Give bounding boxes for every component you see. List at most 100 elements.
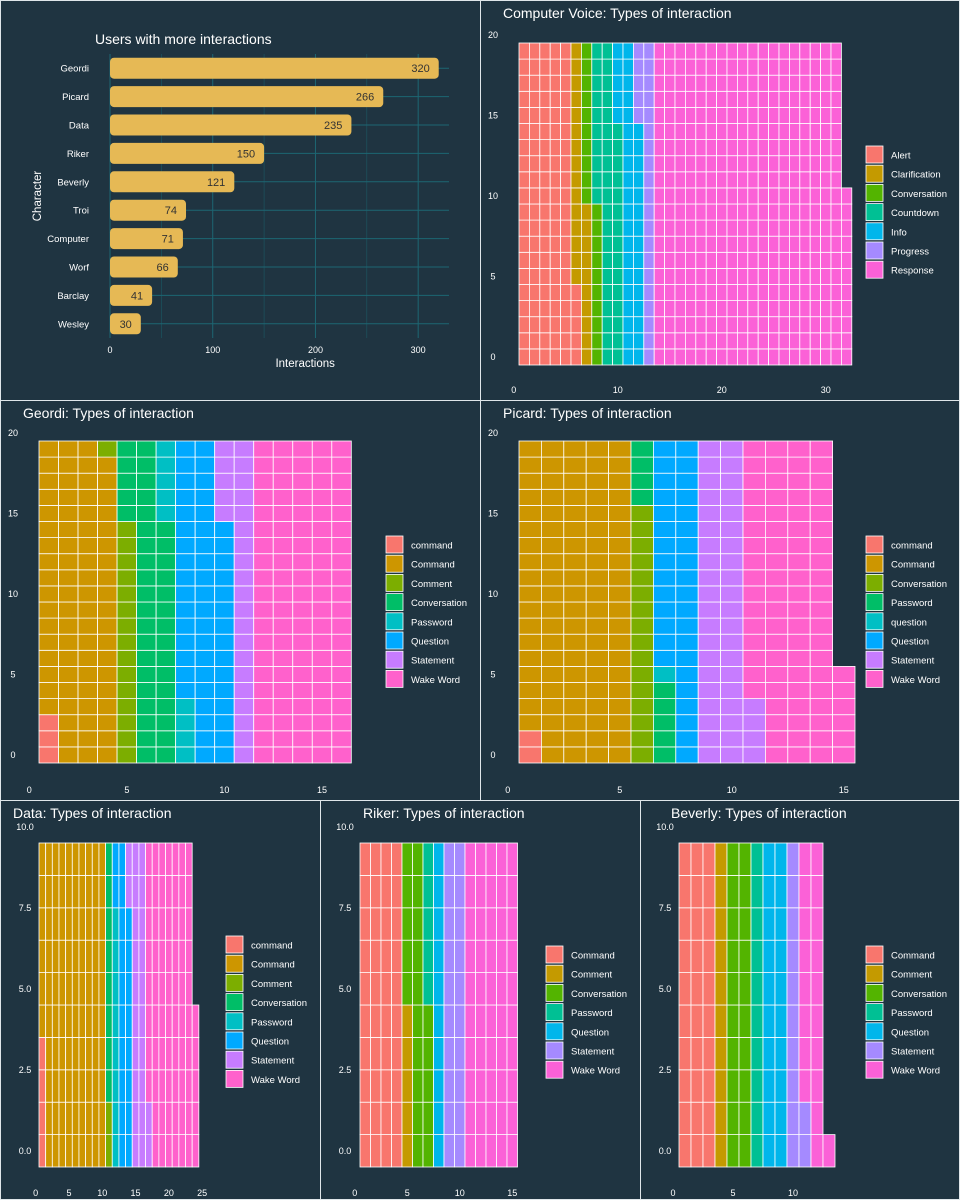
bar-label-worf: 66 bbox=[157, 262, 169, 274]
waffle-cell-response bbox=[726, 90, 738, 108]
waffle-cell-question bbox=[118, 842, 126, 876]
waffle-cell-question bbox=[652, 569, 677, 587]
waffle-cell-command bbox=[45, 1036, 53, 1071]
waffle-cell-response bbox=[799, 187, 811, 205]
waffle-cell-command bbox=[58, 1069, 67, 1103]
waffle-cell-command bbox=[51, 1069, 60, 1103]
waffle-cell-response bbox=[788, 187, 801, 205]
waffle-cell-command bbox=[71, 972, 80, 1006]
waffle-cell-info bbox=[632, 284, 645, 302]
waffle-panel-picard: Picard: Types of interaction 0 5 10 15 0 5 10 15… bbox=[480, 400, 960, 801]
waffle-cell-progress bbox=[643, 267, 655, 285]
waffle-cell-clarification bbox=[570, 187, 582, 205]
waffle-cell-wake-word bbox=[331, 682, 352, 700]
waffle-cell-response bbox=[820, 219, 832, 237]
waffle-cell-progress bbox=[643, 123, 655, 141]
waffle-cell-command bbox=[608, 730, 632, 748]
waffle-cell-wake-word bbox=[165, 1069, 173, 1103]
waffle-cell-info bbox=[632, 155, 645, 173]
waffle-cell-response bbox=[757, 107, 770, 124]
waffle-cell-wake-word bbox=[485, 1069, 497, 1103]
legend-swatch-wake-word bbox=[225, 1069, 244, 1088]
waffle-cell-response bbox=[788, 251, 801, 269]
waffle-cell-command bbox=[359, 1101, 371, 1136]
waffle-cell-statement bbox=[454, 907, 466, 941]
legend-swatch-comment bbox=[385, 573, 404, 592]
waffle-cell-alert bbox=[529, 187, 541, 205]
waffle-cell-command bbox=[58, 1004, 67, 1038]
waffle-cell-wake-word bbox=[485, 875, 497, 909]
waffle-cell-command bbox=[97, 601, 118, 619]
waffle-cell-statement bbox=[742, 714, 766, 732]
waffle-cell-password bbox=[175, 746, 196, 764]
waffle-cell-response bbox=[747, 203, 759, 221]
waffle-cell-wake-word bbox=[464, 1134, 476, 1168]
waffle-cell-wake-word bbox=[171, 842, 180, 876]
waffle-cell-response bbox=[768, 219, 780, 237]
waffle-cell-command bbox=[518, 633, 542, 651]
waffle-cell-question bbox=[194, 456, 216, 474]
legend-label-progress: Progress bbox=[891, 247, 929, 258]
bar-data bbox=[110, 114, 352, 136]
waffle-cell-alert bbox=[529, 251, 541, 269]
waffle-cell-response bbox=[840, 284, 853, 302]
legend-swatch-question bbox=[865, 631, 884, 650]
waffle-cell-conversation bbox=[412, 1134, 424, 1168]
waffle-cell-statement bbox=[233, 505, 255, 522]
y-tick-picard: Picard bbox=[62, 92, 89, 103]
waffle-cell-response bbox=[809, 284, 822, 302]
waffle-cell-statement bbox=[786, 1134, 800, 1168]
waffle-cell-command bbox=[563, 714, 587, 732]
waffle-cell-response bbox=[830, 74, 842, 92]
waffle-cell-conversation bbox=[630, 521, 654, 539]
legend-swatch-statement bbox=[385, 650, 404, 669]
waffle-cell-statement bbox=[233, 730, 255, 748]
waffle-cell-wake-word bbox=[496, 1134, 508, 1168]
waffle-cell-statement bbox=[138, 875, 146, 909]
legend-label-wake-word: Wake Word bbox=[891, 675, 940, 686]
waffle-cell-command bbox=[563, 472, 587, 490]
waffle-cell-alert bbox=[539, 107, 551, 124]
y-tick-label: 0 bbox=[10, 750, 15, 760]
waffle-cell-command bbox=[563, 649, 587, 667]
waffle-cell-command bbox=[585, 488, 609, 506]
waffle-cell-wake-word bbox=[464, 907, 476, 941]
waffle-cell-progress bbox=[632, 42, 645, 60]
waffle-cell-response bbox=[726, 203, 738, 221]
waffle-cell-question bbox=[214, 746, 235, 764]
waffle-cell-question bbox=[118, 972, 126, 1006]
waffle-cell-response bbox=[684, 90, 697, 108]
waffle-cell-clarification bbox=[570, 42, 582, 60]
waffle-cell-info bbox=[612, 42, 624, 60]
waffle-cell-wake-word bbox=[171, 972, 180, 1006]
waffle-cell-response bbox=[705, 155, 717, 173]
waffle-cell-password bbox=[750, 875, 764, 909]
legend-swatch-comment bbox=[225, 973, 244, 992]
waffle-cell-response bbox=[674, 187, 686, 205]
waffle-cell-wake-word bbox=[311, 698, 333, 716]
waffle-cell-response bbox=[809, 316, 822, 334]
waffle-cell-command bbox=[38, 488, 59, 506]
waffle-cell-response bbox=[695, 42, 707, 60]
waffle-cell-response bbox=[653, 171, 665, 189]
waffle-cell-response bbox=[840, 219, 853, 237]
waffle-cell-command bbox=[518, 456, 542, 474]
waffle-cell-alert bbox=[529, 284, 541, 302]
waffle-cell-alert bbox=[549, 300, 561, 318]
waffle-cell-command bbox=[585, 553, 609, 571]
waffle-cell-response bbox=[768, 107, 780, 124]
waffle-cell-response bbox=[757, 284, 770, 302]
waffle-cell-wake-word bbox=[475, 1134, 487, 1168]
waffle-cell-question bbox=[652, 440, 677, 458]
waffle-cell-password bbox=[630, 472, 654, 490]
waffle-cell-wake-word bbox=[742, 488, 766, 506]
waffle-cell-command bbox=[38, 649, 59, 667]
waffle-cell-command bbox=[702, 1036, 716, 1071]
waffle-cell-wake-word bbox=[764, 456, 789, 474]
waffle-cell-wake-word bbox=[331, 488, 352, 506]
waffle-cell-conversation bbox=[738, 1134, 752, 1168]
waffle-cell-statement bbox=[443, 1101, 455, 1136]
y-tick-label: 7.5 bbox=[659, 903, 672, 913]
waffle-cell-conversation bbox=[116, 472, 138, 490]
waffle-cell-response bbox=[674, 251, 686, 269]
